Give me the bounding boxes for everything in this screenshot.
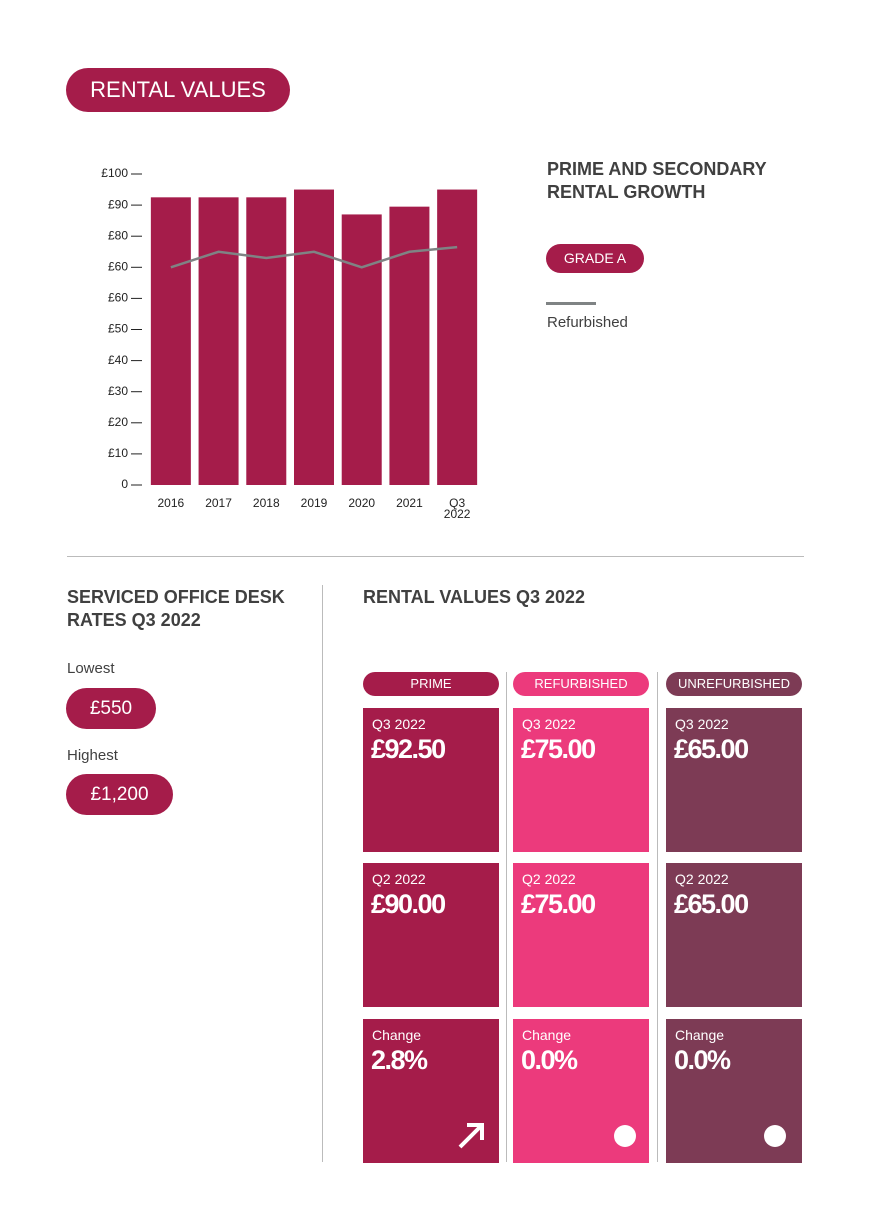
tile: Q2 2022 £75.00: [513, 863, 649, 1007]
y-tick-label: £60: [108, 291, 128, 305]
x-tick-label: 2017: [205, 496, 232, 510]
section-title: RENTAL VALUES: [66, 68, 290, 112]
tile-label: Q2 2022: [675, 871, 729, 887]
y-tick-label: £80: [108, 228, 128, 242]
tile: Q2 2022 £90.00: [363, 863, 499, 1007]
x-tick-label: 2019: [300, 496, 328, 510]
y-tick-label: £100: [101, 166, 128, 180]
desk-label: Highest: [67, 747, 118, 764]
bar: [198, 197, 239, 485]
y-tick-label: £90: [108, 197, 128, 211]
tile-label: Change: [372, 1027, 422, 1043]
y-tick-label: £50: [108, 322, 128, 336]
tile: Q2 2022 £65.00: [666, 863, 802, 1007]
column-header: UNREFURBISHED: [666, 672, 802, 696]
neutral-icon: [614, 1125, 636, 1147]
y-tick-label: £20: [108, 415, 128, 429]
tile-label: Change: [522, 1027, 572, 1043]
rental-title: RENTAL VALUES Q3 2022: [363, 587, 586, 607]
bar: [150, 197, 191, 485]
tile-value: £90.00: [371, 889, 446, 919]
tile-value: 0.0%: [674, 1045, 731, 1075]
bar: [246, 197, 287, 485]
x-tick-label: 2020: [348, 496, 376, 510]
bar: [389, 206, 430, 485]
column-header: REFURBISHED: [513, 672, 649, 696]
column-header: PRIME: [363, 672, 499, 696]
bar: [294, 189, 334, 486]
chart: 0 £10 £20 £30 £40 £50 £60 £60 £80 £90 £100: [101, 166, 478, 491]
divider: [657, 672, 658, 1162]
tile-value: £75.00: [521, 734, 596, 764]
tile-label: Q2 2022: [522, 871, 576, 887]
divider: [506, 672, 507, 1162]
tile-label: Q2 2022: [372, 871, 426, 887]
line: [170, 245, 458, 269]
tile-label: Q3 2022: [522, 716, 576, 732]
tile: Q3 2022 £65.00: [666, 708, 802, 852]
neutral-icon: [764, 1125, 786, 1147]
x-tick-label: 2018: [252, 496, 280, 510]
x-tick-label: 2016: [157, 496, 185, 510]
legend-line: Refurbished: [547, 314, 628, 331]
desk-value: £1,200: [66, 774, 173, 815]
x-tick-label: 2021: [396, 496, 423, 510]
tile-value: £75.00: [521, 889, 596, 919]
legend-bar: GRADE A: [546, 244, 644, 273]
desk-value: £550: [66, 688, 156, 729]
desk-label: Lowest: [67, 660, 115, 677]
tile-value: 0.0%: [521, 1045, 578, 1075]
bar: [341, 214, 382, 485]
tile-value: 2.8%: [371, 1045, 428, 1075]
y-tick-label: £40: [108, 353, 128, 367]
legend-line-swatch: [546, 302, 596, 305]
y-tick-label: 0: [121, 477, 128, 491]
y-tick-label: £60: [108, 259, 128, 273]
tile-label: Q3 2022: [675, 716, 729, 732]
tile-label: Change: [675, 1027, 725, 1043]
y-tick-label: £30: [108, 384, 128, 398]
tile-value: £92.50: [371, 734, 446, 764]
tile: Change 2.8%: [363, 1019, 499, 1163]
bar: [437, 189, 478, 486]
y-tick-label: £10: [108, 446, 128, 460]
tile: Q3 2022 £75.00: [513, 708, 649, 852]
tile: Q3 2022 £92.50: [363, 708, 499, 852]
divider: [322, 585, 323, 1162]
tile-value: £65.00: [674, 889, 749, 919]
divider: [67, 556, 804, 557]
desk-title: SERVICED OFFICE DESK RATES Q3 2022: [67, 587, 285, 630]
x-tick-label: Q3 2022: [443, 496, 471, 521]
tile-value: £65.00: [674, 734, 749, 764]
tile-label: Q3 2022: [372, 716, 426, 732]
arrow-up-icon: [458, 1123, 484, 1149]
chart-title: PRIME AND SECONDARY RENTAL GROWTH: [547, 159, 767, 202]
